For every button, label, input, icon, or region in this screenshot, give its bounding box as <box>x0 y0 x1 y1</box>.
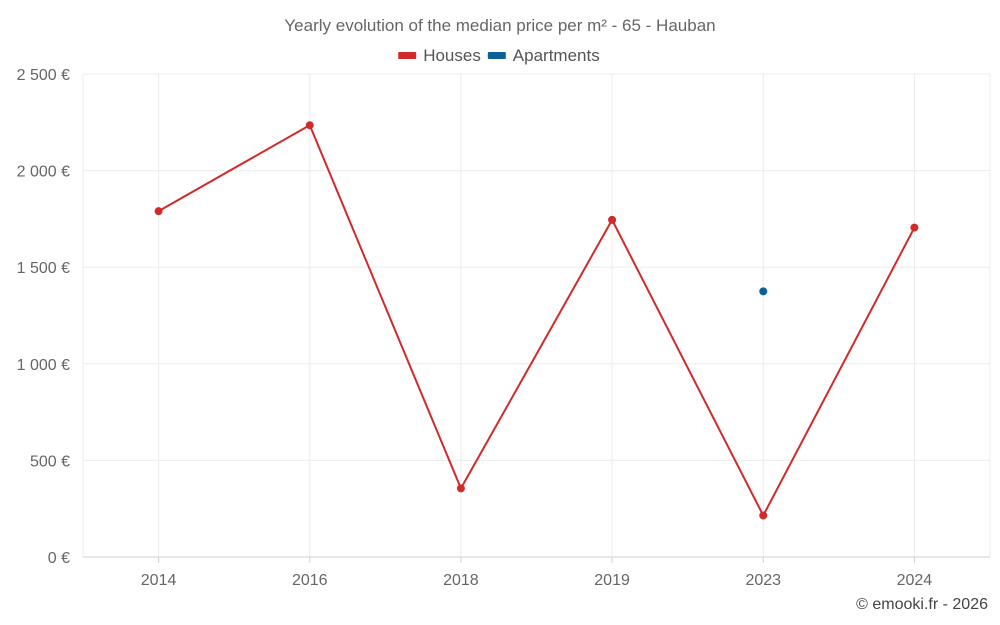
y-axis-labels: 0 € 500 € 1 000 € 1 500 € 2 000 € 2 500 € <box>17 67 70 567</box>
legend-label-apartments: Apartments <box>513 46 600 65</box>
grid-layer <box>82 73 991 563</box>
legend-item-apartments[interactable]: Apartments <box>487 46 600 65</box>
y-tick-label: 500 € <box>30 453 70 470</box>
houses-point-2018[interactable] <box>456 484 465 493</box>
y-tick-label: 1 500 € <box>17 260 70 277</box>
y-tick-label: 2 000 € <box>17 164 70 181</box>
legend-swatch-apartments <box>487 52 506 59</box>
x-tick-label: 2019 <box>594 572 630 589</box>
legend: Houses Apartments <box>398 46 600 65</box>
x-tick-label: 2014 <box>141 572 177 589</box>
x-axis-labels: 2014 2016 2018 2019 2023 2024 <box>141 572 933 589</box>
series-layer <box>154 121 919 520</box>
legend-swatch-houses <box>398 52 417 59</box>
legend-item-houses[interactable]: Houses <box>398 46 481 65</box>
x-tick-label: 2024 <box>897 572 933 589</box>
y-tick-label: 1 000 € <box>17 357 70 374</box>
houses-line <box>158 124 916 517</box>
x-tick-label: 2023 <box>745 572 781 589</box>
houses-point-2014[interactable] <box>154 207 163 216</box>
houses-point-2019[interactable] <box>608 215 617 224</box>
chart-title: Yearly evolution of the median price per… <box>284 16 715 35</box>
houses-point-2024[interactable] <box>910 223 919 232</box>
houses-point-2016[interactable] <box>305 121 314 130</box>
series-houses <box>154 121 919 520</box>
series-apartments <box>759 287 768 296</box>
credit-text: © emooki.fr - 2026 <box>856 596 988 613</box>
x-tick-label: 2016 <box>292 572 328 589</box>
apartments-point-2023[interactable] <box>759 287 768 296</box>
y-tick-label: 2 500 € <box>17 67 70 84</box>
legend-label-houses: Houses <box>423 46 481 65</box>
houses-point-2023[interactable] <box>759 511 768 520</box>
y-tick-label: 0 € <box>48 550 70 567</box>
x-tick-label: 2018 <box>443 572 479 589</box>
